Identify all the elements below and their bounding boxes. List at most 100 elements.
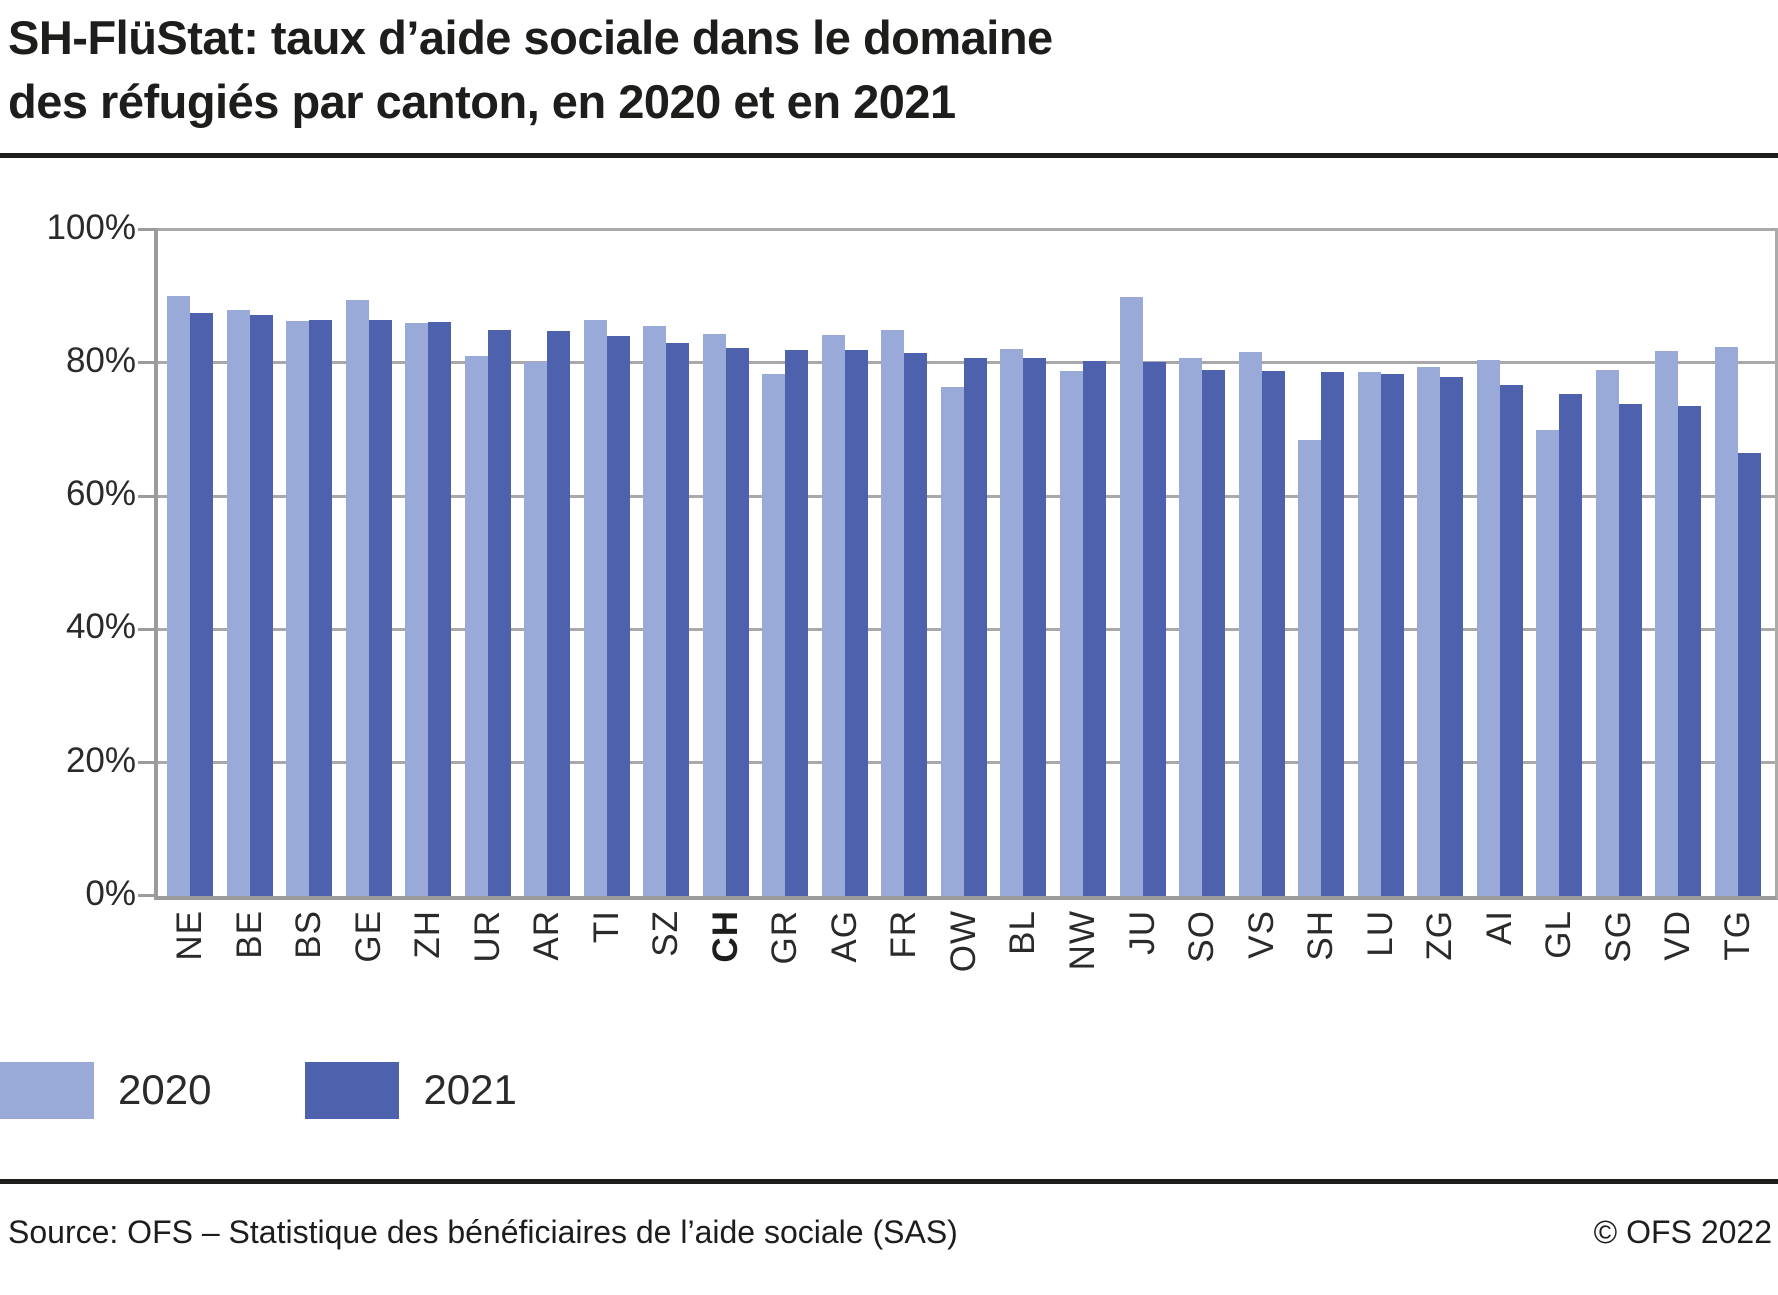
legend-item-2020: 2020: [0, 1061, 211, 1119]
x-axis-labels: NE BE BS GE ZH UR AR TI SZ CH GR AG FR OW BL NW JU SO VS SH…: [158, 910, 1775, 1024]
bar-2020-SG: [1595, 370, 1619, 896]
x-label-cell-OW: OW: [941, 910, 987, 1024]
bar-2020-CH: [702, 334, 726, 896]
y-axis-label-100: 100%: [46, 207, 136, 247]
bar-group-GL: [1536, 393, 1583, 896]
x-label-cell-NE: NE: [167, 910, 213, 1024]
x-axis-label-GL: GL: [1539, 909, 1579, 959]
bar-2021-TI: [606, 336, 630, 896]
x-label-cell-SZ: SZ: [643, 910, 689, 1024]
bar-2021-NW: [1082, 360, 1106, 896]
x-axis-label-BS: BS: [289, 909, 329, 959]
x-axis-label-CH: CH: [705, 909, 745, 963]
bar-group-ZH: [405, 321, 452, 896]
y-tick-80: [138, 361, 154, 365]
bar-group-BS: [286, 319, 333, 896]
bar-group-SG: [1595, 370, 1642, 896]
x-label-cell-UR: UR: [465, 910, 511, 1024]
plot-area: [138, 227, 1778, 900]
bar-2020-GR: [762, 373, 786, 896]
bar-2020-LU: [1357, 372, 1381, 896]
y-axis-label-0: 0%: [85, 873, 136, 913]
bar-2021-BE: [249, 315, 273, 896]
bar-2020-OW: [940, 386, 964, 896]
bar-2021-JU: [1142, 362, 1166, 896]
bar-group-SO: [1179, 358, 1226, 896]
bar-group-SZ: [643, 326, 690, 896]
x-axis-label-FR: FR: [884, 909, 924, 959]
bar-group-OW: [940, 358, 987, 896]
bar-2021-OW: [963, 358, 987, 896]
x-label-cell-BL: BL: [1000, 910, 1046, 1024]
bar-2020-BL: [1000, 348, 1024, 896]
x-label-cell-GR: GR: [762, 910, 808, 1024]
x-axis-label-UR: UR: [467, 909, 507, 963]
bar-2020-GL: [1536, 429, 1560, 896]
bar-2021-NE: [190, 313, 213, 896]
x-axis-label-ZH: ZH: [408, 909, 448, 959]
bar-group-JU: [1119, 297, 1166, 896]
bar-group-TI: [583, 320, 630, 896]
x-label-cell-TG: TG: [1715, 910, 1761, 1024]
bar-2020-SZ: [643, 326, 667, 896]
x-axis-label-NE: NE: [170, 909, 209, 961]
gridline-100: [158, 228, 1775, 232]
legend-swatch-2021: [305, 1061, 400, 1119]
bar-2021-UR: [487, 329, 511, 896]
x-axis-label-TG: TG: [1717, 909, 1757, 961]
bar-group-UR: [464, 329, 511, 896]
bar-2021-SZ: [666, 342, 690, 896]
x-label-cell-TI: TI: [584, 910, 630, 1024]
bar-2021-GR: [785, 349, 809, 896]
bar-2020-UR: [464, 356, 488, 896]
bar-2020-SH: [1298, 440, 1322, 896]
bar-2021-BL: [1023, 358, 1047, 896]
y-tick-0: [138, 894, 154, 898]
page-title: SH-FlüStat: taux d’aide sociale dans le …: [0, 0, 1778, 135]
x-axis-label-OW: OW: [943, 909, 983, 973]
bar-2020-AG: [821, 334, 845, 896]
y-axis-label-20: 20%: [65, 740, 136, 780]
bar-group-TG: [1714, 346, 1761, 896]
bar-2021-SO: [1202, 369, 1226, 896]
bar-group-NW: [1059, 360, 1106, 896]
x-axis-label-GR: GR: [765, 909, 805, 965]
bar-2021-VS: [1261, 370, 1285, 896]
bar-group-NE: [167, 296, 213, 896]
bar-2020-VS: [1238, 351, 1262, 896]
x-axis-label-TI: TI: [586, 909, 626, 943]
bar-2021-GE: [368, 320, 392, 896]
bar-2020-NW: [1059, 370, 1083, 896]
y-tick-60: [138, 494, 154, 498]
bar-group-LU: [1357, 372, 1404, 896]
x-axis-label-NW: NW: [1062, 909, 1102, 971]
legend-item-2021: 2021: [305, 1061, 517, 1119]
x-axis-label-SO: SO: [1182, 909, 1222, 963]
x-label-cell-NW: NW: [1060, 910, 1106, 1024]
bar-group-AR: [524, 330, 571, 896]
x-label-cell-AR: AR: [524, 910, 570, 1024]
x-axis-label-AR: AR: [527, 909, 567, 961]
footer: Source: OFS – Statistique des bénéficiai…: [0, 1184, 1778, 1251]
bar-2021-TG: [1737, 452, 1761, 896]
bar-group-GE: [345, 299, 392, 896]
bar-2020-TG: [1714, 346, 1738, 896]
bar-2021-BS: [309, 319, 333, 896]
title-divider: [0, 152, 1778, 158]
legend-swatch-2020: [0, 1061, 94, 1119]
legend: 2020 2021: [0, 1061, 1778, 1119]
x-label-cell-SG: SG: [1596, 910, 1642, 1024]
y-tick-100: [138, 228, 154, 232]
bar-2020-AR: [524, 361, 548, 896]
page-title-line1: SH-FlüStat: taux d’aide sociale dans le …: [8, 11, 1053, 64]
y-tick-20: [138, 761, 154, 765]
footer-divider: [0, 1178, 1778, 1184]
bar-2021-SG: [1618, 404, 1642, 896]
copyright-note: © OFS 2022: [1593, 1213, 1772, 1250]
x-label-cell-CH: CH: [703, 910, 749, 1024]
x-axis-label-BE: BE: [229, 909, 269, 959]
bar-group-BL: [1000, 348, 1047, 896]
x-label-cell-BS: BS: [286, 910, 332, 1024]
x-axis-label-VD: VD: [1658, 909, 1698, 961]
source-note: Source: OFS – Statistique des bénéficiai…: [8, 1213, 958, 1250]
